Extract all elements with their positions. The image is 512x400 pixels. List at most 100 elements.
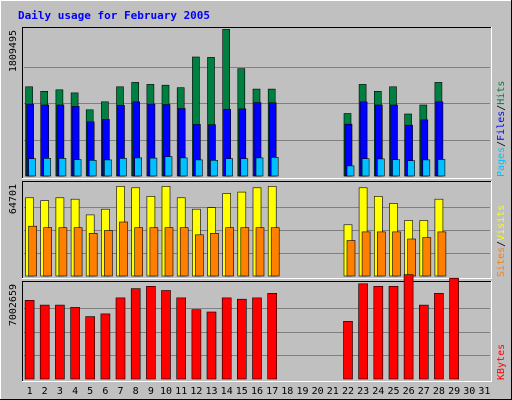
bar-pages-day-14	[225, 158, 233, 177]
bar-kbytes-day-3	[55, 304, 65, 380]
bar-kbytes-day-27	[418, 304, 429, 380]
bar-kbytes-day-9	[146, 285, 156, 380]
bar-sites-day-1	[28, 225, 37, 277]
x-tick-label: 11	[175, 386, 187, 397]
bar-kbytes-day-29	[449, 277, 459, 380]
panels: 1809495Pages/Files/Hits64701Sites/Visits…	[8, 27, 507, 382]
bar-pages-day-22	[346, 165, 355, 177]
bar-kbytes-day-5	[85, 316, 95, 380]
bar-sites-day-16	[255, 227, 265, 277]
bar-sites-day-10	[164, 227, 174, 277]
bar-pages-day-25	[392, 159, 400, 177]
bar-sites-day-24	[376, 231, 386, 277]
bar-kbytes-day-7	[115, 297, 126, 380]
legend-entry: /	[496, 105, 507, 111]
x-tick-label: 30	[463, 386, 475, 397]
x-tick-label: 16	[251, 386, 263, 397]
x-tick-label: 10	[160, 386, 172, 397]
bar-pages-day-5	[88, 160, 97, 177]
bar-sites-day-15	[240, 227, 250, 277]
y-max-label-hits: 1809495	[8, 30, 19, 72]
bar-pages-day-6	[104, 159, 112, 177]
legend-entry: Files	[496, 111, 507, 141]
legend-visits: Sites/Visits	[496, 205, 507, 277]
x-tick-label: 25	[387, 386, 399, 397]
bar-sites-day-25	[392, 231, 401, 277]
bar-sites-day-14	[225, 227, 234, 277]
bar-kbytes-day-11	[176, 297, 186, 380]
bar-sites-day-28	[437, 231, 447, 277]
bar-kbytes-day-10	[161, 290, 171, 380]
bar-pages-day-27	[422, 159, 431, 177]
bar-pages-day-13	[210, 160, 218, 177]
bar-pages-day-8	[134, 157, 142, 177]
bar-kbytes-day-26	[403, 274, 414, 380]
bar-kbytes-day-23	[358, 283, 368, 380]
bar-kbytes-day-8	[130, 288, 141, 380]
legend-hits: Pages/Files/Hits	[496, 81, 507, 177]
legend-entry: Sites	[496, 247, 507, 277]
bar-sites-day-13	[210, 233, 219, 277]
bar-pages-day-10	[164, 156, 173, 177]
bar-kbytes-day-2	[39, 304, 50, 380]
bar-pages-day-11	[179, 157, 188, 177]
bar-sites-day-4	[73, 227, 83, 277]
x-tick-label: 12	[190, 386, 202, 397]
bar-pages-day-1	[28, 158, 36, 177]
bar-kbytes-day-17	[267, 292, 278, 380]
y-max-label-kbytes: 7002659	[8, 284, 19, 326]
x-tick-label: 27	[418, 386, 430, 397]
bar-sites-day-2	[43, 227, 53, 277]
bar-kbytes-day-15	[237, 298, 247, 380]
x-tick-label: 3	[57, 386, 63, 397]
bar-kbytes-day-1	[24, 299, 35, 380]
bar-pages-day-28	[437, 159, 446, 177]
bar-sites-day-8	[134, 227, 143, 277]
bar-sites-day-11	[179, 227, 189, 277]
x-tick-label: 6	[102, 386, 108, 397]
bar-sites-day-12	[195, 234, 204, 277]
x-tick-label: 24	[372, 386, 384, 397]
panel-visits: 64701 Sites/Visits	[8, 181, 507, 279]
bar-kbytes-day-13	[206, 311, 217, 380]
x-tick-label: 31	[478, 386, 490, 397]
legend-entry: /	[496, 241, 507, 247]
x-tick-label: 23	[357, 386, 369, 397]
x-tick-label: 5	[87, 386, 93, 397]
bar-sites-day-23	[361, 231, 371, 277]
legend-entry: Hits	[496, 81, 507, 105]
x-tick-label: 26	[403, 386, 415, 397]
panel-hits: 1809495 Pages/Files/Hits	[8, 27, 507, 179]
legend-entry: /	[496, 141, 507, 147]
x-tick-label: 28	[433, 386, 445, 397]
legend-entry: KBytes	[496, 344, 507, 380]
bar-kbytes-day-4	[70, 307, 80, 380]
x-tick-label: 9	[148, 386, 154, 397]
x-tick-label: 17	[266, 386, 278, 397]
bar-pages-day-24	[376, 158, 385, 177]
bar-pages-day-26	[407, 160, 415, 177]
x-tick-label: 29	[448, 386, 460, 397]
legend-kbytes: KBytes	[496, 344, 507, 380]
bar-sites-day-26	[407, 238, 416, 277]
x-tick-label: 19	[296, 386, 308, 397]
bar-sites-day-7	[119, 221, 128, 277]
bar-sites-day-22	[346, 240, 356, 277]
x-tick-label: 14	[221, 386, 233, 397]
bar-sites-day-9	[149, 227, 159, 277]
bar-kbytes-day-14	[221, 297, 232, 380]
bar-pages-day-15	[240, 158, 249, 177]
y-max-label-visits: 64701	[8, 184, 19, 214]
bar-kbytes-day-24	[373, 285, 384, 380]
bar-kbytes-day-28	[434, 292, 444, 380]
x-tick-label: 4	[72, 386, 78, 397]
x-tick-label: 13	[205, 386, 217, 397]
bar-kbytes-day-6	[100, 313, 111, 380]
x-tick-label: 1	[27, 386, 33, 397]
x-tick-label: 7	[117, 386, 123, 397]
x-tick-label: 2	[42, 386, 48, 397]
chart-title: Daily usage for February 2005	[18, 9, 210, 22]
legend-entry: Visits	[496, 205, 507, 241]
bar-pages-day-2	[43, 158, 52, 177]
